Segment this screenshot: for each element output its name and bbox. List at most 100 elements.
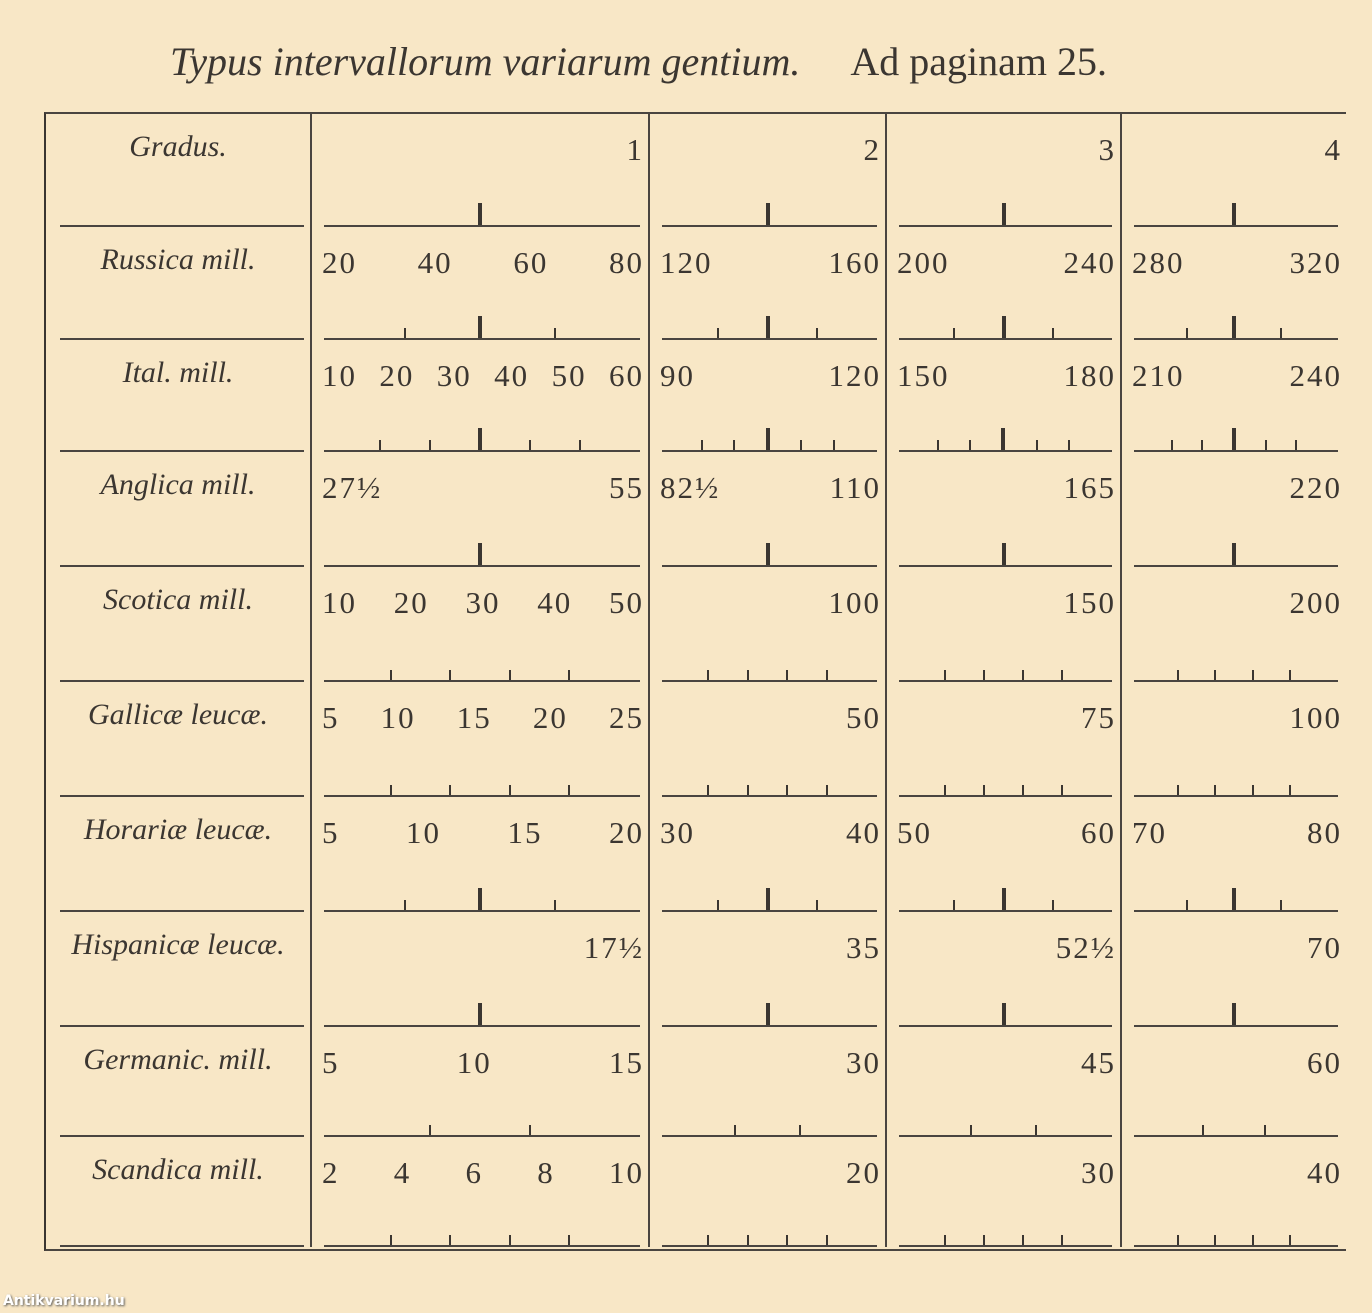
minor-tick (554, 328, 556, 338)
minor-tick (746, 670, 749, 680)
minor-tick (944, 785, 946, 795)
scale-cell: 200 (1120, 567, 1346, 682)
minor-tick (1035, 440, 1038, 450)
scale-cell: 50 (648, 682, 885, 797)
scale-ticks (907, 1003, 1100, 1025)
scale-ticks (332, 1235, 628, 1245)
scale-cell: 2 (648, 114, 885, 227)
scale-rule (662, 338, 877, 340)
minor-tick (746, 785, 749, 795)
scale-rule (324, 680, 640, 682)
scale-cell: 35 (648, 912, 885, 1027)
major-tick (1001, 888, 1006, 910)
distance-value: 40 (846, 815, 881, 850)
minor-tick (1288, 1235, 1291, 1245)
minor-tick (1251, 785, 1254, 795)
minor-tick (733, 1125, 736, 1135)
minor-tick (944, 1235, 946, 1245)
row-label: Gallicæ leucæ. (46, 682, 310, 797)
distance-values: 30 40 (660, 815, 881, 851)
scale-cell: 5 10 15 20 25 (310, 682, 648, 797)
scale-rule (324, 795, 640, 797)
major-tick (1001, 428, 1006, 450)
distance-values: 210 240 (1132, 358, 1342, 394)
scale-ticks (1142, 203, 1326, 225)
distance-values: 280 320 (1132, 245, 1342, 281)
scale-rule (662, 565, 877, 567)
distance-values: 150 (897, 585, 1116, 621)
major-tick (477, 428, 482, 450)
distance-value: 6 (465, 1155, 483, 1190)
minor-tick (1214, 670, 1217, 680)
scale-rule (1134, 225, 1338, 227)
scale-rule (899, 565, 1112, 567)
distance-values: 200 (1132, 585, 1342, 621)
major-tick (478, 203, 482, 225)
distance-value: 60 (1307, 1045, 1342, 1080)
minor-tick (1177, 670, 1180, 680)
scale-cell: 30 40 (648, 797, 885, 912)
scale-rule (1134, 795, 1338, 797)
scale-rule (324, 565, 640, 567)
major-tick (1001, 203, 1006, 225)
major-tick (478, 888, 482, 910)
minor-tick (568, 670, 571, 680)
scale-cell: 30 (648, 1027, 885, 1137)
distance-value: 5 (322, 1045, 340, 1080)
minor-tick (1251, 670, 1254, 680)
table-row: Russica mill. 20 40 60 80 120 160 200 240 280 320 (46, 227, 1346, 340)
minor-tick (1022, 785, 1024, 795)
minor-tick (568, 785, 571, 795)
minor-tick (1264, 1125, 1266, 1135)
minor-tick (733, 440, 735, 450)
scale-rule (324, 910, 640, 912)
distance-value: 55 (609, 470, 644, 505)
scale-rule (662, 795, 877, 797)
minor-tick (707, 670, 710, 680)
scale-cell: 5 10 15 20 (310, 797, 648, 912)
header-row: Gradus. 1 2 3 4 (46, 114, 1346, 227)
scale-rule (324, 450, 640, 452)
scale-ticks (907, 543, 1100, 565)
minor-tick (1035, 1125, 1037, 1135)
minor-tick (429, 1125, 432, 1135)
scale-rule (1134, 565, 1338, 567)
distance-value: 10 (322, 358, 357, 393)
title-page-ref: Ad paginam 25. (850, 39, 1107, 84)
distance-values: 100 (660, 585, 881, 621)
major-tick (765, 203, 770, 225)
distance-value: 240 (1289, 358, 1342, 393)
distance-values: 45 (897, 1045, 1116, 1081)
scale-rule (899, 795, 1112, 797)
distance-value: 60 (1081, 815, 1116, 850)
scale-ticks (332, 888, 628, 910)
distance-values: 70 (1132, 930, 1342, 966)
major-tick (1232, 1003, 1236, 1025)
scale-ticks (332, 543, 628, 565)
scale-cell: 200 240 (885, 227, 1120, 340)
scale-ticks (907, 785, 1100, 795)
table-row: Hispanicæ leucæ. 17½ 35 52½ 70 (46, 912, 1346, 1027)
scale-cell: 150 (885, 567, 1120, 682)
distance-value: 40 (537, 585, 573, 620)
minor-tick (1061, 785, 1063, 795)
distance-value: 35 (846, 930, 881, 965)
distance-value: 320 (1289, 245, 1342, 280)
minor-tick (568, 1235, 571, 1245)
minor-tick (1214, 1235, 1217, 1245)
scale-cell: 120 160 (648, 227, 885, 340)
minor-tick (816, 328, 819, 338)
distance-value: 30 (846, 1045, 881, 1080)
scale-ticks (670, 670, 865, 680)
distance-value: 82½ (660, 470, 721, 505)
distance-values: 200 240 (897, 245, 1116, 281)
minor-tick (1288, 785, 1291, 795)
distance-value: 160 (828, 245, 881, 280)
minor-tick (832, 440, 835, 450)
distance-value: 150 (1063, 585, 1116, 620)
minor-tick (825, 670, 828, 680)
scale-rule (899, 1135, 1112, 1137)
scale-cell: 280 320 (1120, 227, 1346, 340)
scale-cell: 210 240 (1120, 340, 1346, 452)
scale-cell: 165 (885, 452, 1120, 567)
